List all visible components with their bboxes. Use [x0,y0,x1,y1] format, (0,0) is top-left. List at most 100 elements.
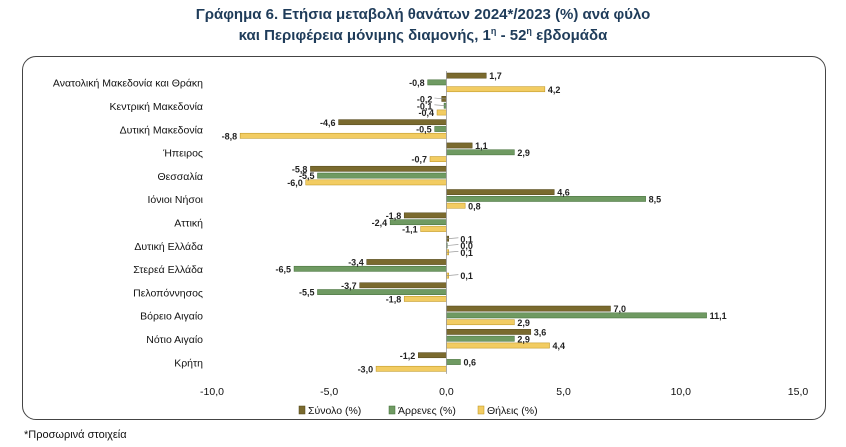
bar [446,72,487,79]
value-label: 2,9 [517,318,530,328]
value-label: 4,4 [553,341,566,351]
bar [446,342,550,349]
value-label: 0,6 [463,358,476,368]
category-label: Κεντρική Μακεδονία [110,101,203,113]
value-label: 4,2 [548,85,561,95]
legend-label: Σύνολο (%) [308,405,361,417]
chart-frame [22,56,826,420]
bar [420,226,447,232]
leader-line [446,244,459,246]
value-label: 7,0 [613,304,626,314]
bar [446,189,555,195]
value-label: -0,2 [417,95,433,105]
legend-swatch [477,405,485,415]
category-label: Ήπειρος [162,148,203,160]
value-label: 0,1 [460,248,473,258]
category-label: Κρήτη [174,357,203,369]
bar [446,202,466,209]
value-label: 8,5 [649,195,662,205]
bar [446,335,515,342]
footnote: *Προσωρινά στοιχεία [24,429,127,441]
bar [446,319,515,326]
x-tick-label: 0,0 [439,386,454,398]
value-label: 11,1 [710,311,727,321]
category-label: Αττική [174,217,203,229]
bar [429,156,447,162]
bar [446,359,461,365]
bar [446,312,707,319]
category-label: Δυτική Μακεδονία [120,124,203,136]
bars-group [239,72,707,372]
bar [418,352,447,359]
value-label: -5,5 [299,288,315,298]
value-label: -4,6 [320,118,336,128]
bar [310,165,447,172]
bar [305,179,447,186]
category-labels-group: Ανατολική Μακεδονία και Θράκη Κεντρική Μα… [53,78,204,370]
chart-title-line-1: Γράφημα 6. Ετήσια μεταβολή θανάτων 2024*… [195,6,651,23]
value-label: -8,8 [222,131,238,141]
value-label: -6,5 [276,264,292,274]
value-label: -0,7 [411,155,427,165]
value-label: 1,7 [489,71,502,81]
bar [427,79,447,86]
value-label: -5,8 [292,164,308,174]
value-label: 0,0 [460,241,473,251]
bar [375,365,447,372]
value-label: -1,8 [386,211,402,221]
legend-swatch [388,405,396,415]
category-label: Θεσσαλία [157,171,203,183]
bar [434,126,447,132]
value-label: 1,1 [475,141,488,151]
value-label: -3,7 [341,281,357,291]
bar [446,142,473,149]
legend: Σύνολο (%) Άρρενες (%) Θήλεις (%) [298,405,538,417]
value-label: -3,0 [358,364,374,374]
leader-line [446,274,459,276]
x-axis: -10,0 -5,0 0,0 5,0 10,0 15,0 [200,71,808,398]
value-label: -0,1 [417,101,433,111]
bar [317,289,447,295]
category-label: Βόρειο Αιγαίο [140,311,203,323]
legend-label: Άρρενες (%) [398,405,456,417]
legend-label: Θήλεις (%) [487,405,538,417]
value-label: 0,1 [460,234,473,244]
x-tick-label: 15,0 [788,386,809,398]
value-labels-group: 1,7 -0,8 4,2 -0,2-0,1-0,4 -4,6 -0,5 -8,8 1,1 2,9… [222,71,727,374]
x-tick-label: -5,0 [320,386,338,398]
category-label: Ιόνιοι Νήσοι [147,194,203,206]
bar [317,172,447,179]
value-label: -1,2 [400,351,416,361]
value-label: 4,6 [557,188,570,198]
leader-line [446,251,459,253]
value-label: 2,9 [517,148,530,158]
category-label: Στερεά Ελλάδα [133,264,203,276]
value-label: 0,1 [460,271,473,281]
bar [403,212,447,219]
category-label: Νότιο Αιγαίο [146,334,203,346]
bar [359,282,447,289]
leader-line [446,237,459,239]
bar [403,296,447,302]
category-label: Πελοπόννησος [133,287,203,299]
bar [293,265,447,272]
value-label: -3,4 [348,258,364,268]
x-tick-label: -10,0 [200,386,224,398]
value-label: -1,1 [402,225,418,235]
value-label: -2,4 [372,218,388,228]
category-label: Ανατολική Μακεδονία και Θράκη [53,78,203,90]
value-label: 0,8 [468,201,481,211]
value-label: -5,5 [299,171,315,181]
chart-title-line-2: και Περιφέρεια μόνιμης διαμονής, 1η - 52… [238,26,608,44]
leader-line [434,104,447,106]
value-label: -0,4 [419,108,435,118]
value-label: -0,5 [416,125,432,135]
value-label: 2,9 [517,334,530,344]
value-label: -1,8 [386,295,402,305]
value-label: -0,8 [409,78,425,88]
bar [436,109,447,116]
value-label: -6,0 [287,178,303,188]
bar [446,305,611,312]
category-label: Δυτική Ελλάδα [134,241,203,253]
